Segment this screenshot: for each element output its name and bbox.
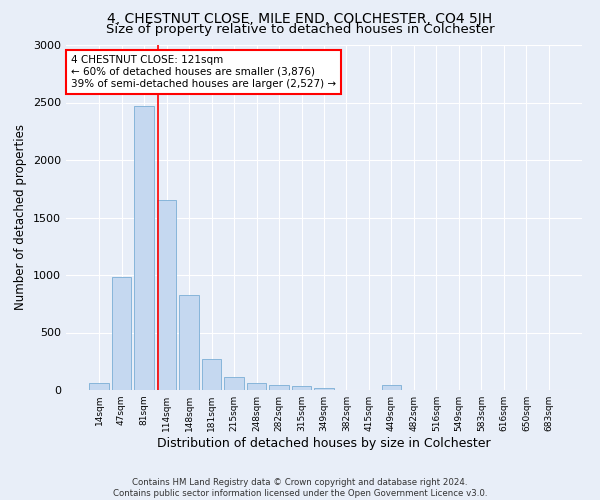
Text: Contains HM Land Registry data © Crown copyright and database right 2024.
Contai: Contains HM Land Registry data © Crown c… <box>113 478 487 498</box>
Text: 4 CHESTNUT CLOSE: 121sqm
← 60% of detached houses are smaller (3,876)
39% of sem: 4 CHESTNUT CLOSE: 121sqm ← 60% of detach… <box>71 56 336 88</box>
Bar <box>292 386 311 390</box>
Text: Size of property relative to detached houses in Colchester: Size of property relative to detached ho… <box>106 22 494 36</box>
Bar <box>157 200 176 390</box>
Y-axis label: Number of detached properties: Number of detached properties <box>14 124 28 310</box>
Bar <box>382 386 401 390</box>
Bar <box>202 359 221 390</box>
X-axis label: Distribution of detached houses by size in Colchester: Distribution of detached houses by size … <box>157 437 491 450</box>
Bar <box>89 383 109 390</box>
Bar <box>269 385 289 390</box>
Bar <box>179 294 199 390</box>
Bar <box>134 106 154 390</box>
Bar <box>314 388 334 390</box>
Text: 4, CHESTNUT CLOSE, MILE END, COLCHESTER, CO4 5JH: 4, CHESTNUT CLOSE, MILE END, COLCHESTER,… <box>107 12 493 26</box>
Bar <box>112 278 131 390</box>
Bar <box>224 377 244 390</box>
Bar <box>247 383 266 390</box>
